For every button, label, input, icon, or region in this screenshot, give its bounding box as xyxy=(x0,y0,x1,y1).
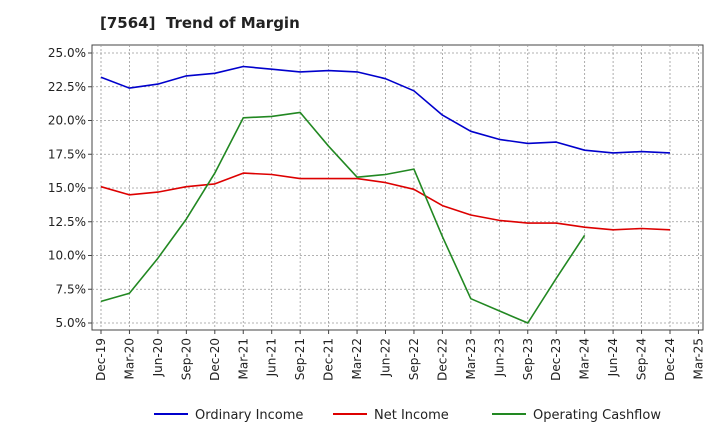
x-tick-label: Jun-22 xyxy=(379,338,393,377)
y-tick-label: 17.5% xyxy=(48,147,86,161)
x-tick-label: Dec-21 xyxy=(322,338,336,381)
x-tick-label: Mar-20 xyxy=(122,338,136,379)
x-tick-label: Sep-22 xyxy=(407,338,421,380)
legend-label: Net Income xyxy=(374,408,449,423)
x-tick-label: Jun-23 xyxy=(492,338,506,377)
x-tick-label: Jun-24 xyxy=(606,338,620,377)
x-tick-label: Jun-21 xyxy=(265,338,279,377)
chart-title: [7564] Trend of Margin xyxy=(100,14,300,32)
y-tick-label: 15.0% xyxy=(48,181,86,195)
legend-label: Operating Cashflow xyxy=(533,408,661,423)
y-tick-label: 25.0% xyxy=(48,46,86,60)
plot-area xyxy=(91,44,704,331)
x-tick-label: Sep-21 xyxy=(293,338,307,380)
x-tick-label: Mar-25 xyxy=(691,338,705,379)
y-tick-label: 5.0% xyxy=(56,316,87,330)
legend-label: Ordinary Income xyxy=(195,408,303,423)
x-tick-label: Mar-23 xyxy=(464,338,478,379)
x-tick-label: Mar-21 xyxy=(236,338,250,379)
x-tick-label: Dec-20 xyxy=(208,338,222,381)
x-tick-label: Mar-22 xyxy=(350,338,364,379)
x-tick-label: Dec-24 xyxy=(663,338,677,381)
y-tick-label: 12.5% xyxy=(48,215,86,229)
x-tick-label: Mar-24 xyxy=(578,338,592,379)
series-line-operating-cashflow xyxy=(100,111,586,324)
x-tick-label: Dec-22 xyxy=(435,338,449,381)
x-tick-label: Sep-24 xyxy=(635,338,649,380)
y-tick-label: 7.5% xyxy=(56,282,87,296)
x-tick-label: Sep-23 xyxy=(521,338,535,380)
y-tick-label: 22.5% xyxy=(48,80,86,94)
y-tick-label: 20.0% xyxy=(48,114,86,128)
x-tick-label: Sep-20 xyxy=(179,338,193,380)
x-tick-label: Dec-23 xyxy=(549,338,563,381)
x-tick-label: Jun-20 xyxy=(151,338,165,377)
series-line-net-income xyxy=(100,172,671,231)
y-tick-label: 10.0% xyxy=(48,249,86,263)
series-line-ordinary-income xyxy=(100,65,671,154)
x-tick-label: Dec-19 xyxy=(94,338,108,381)
